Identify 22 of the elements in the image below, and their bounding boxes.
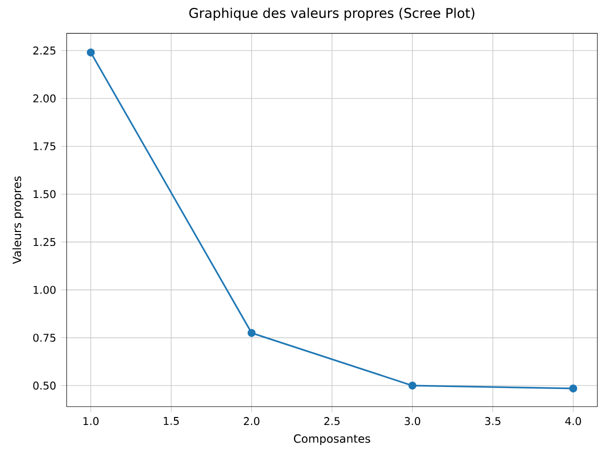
x-tick-label: 2.0 xyxy=(244,417,260,426)
y-tick-label: 1.00 xyxy=(34,286,56,294)
y-tick-label: 1.50 xyxy=(34,190,56,198)
point xyxy=(569,384,578,392)
x-tick-label: 2.5 xyxy=(324,417,340,426)
y-tick-label: 0.50 xyxy=(33,382,56,390)
chart-title: Graphique des valeurs propres (Scree Plot) xyxy=(189,8,474,21)
x-tick-label: 1.0 xyxy=(83,417,99,426)
x-tick-label: 1.5 xyxy=(164,417,179,425)
x-axis-title: Composantes xyxy=(294,434,370,446)
y-tick-label: 0.75 xyxy=(33,334,56,342)
point xyxy=(248,328,256,337)
y-tick-label: 2.00 xyxy=(33,94,56,102)
x-tick-label: 3.0 xyxy=(404,417,420,426)
y-tick-label: 1.75 xyxy=(34,142,56,150)
y-tick-label: 1.25 xyxy=(34,238,56,246)
point xyxy=(86,48,95,56)
point xyxy=(408,382,416,390)
y-tick-label: 2.25 xyxy=(33,46,56,55)
y-axis-title: Valeurs propres xyxy=(12,176,24,264)
x-tick-label: 3.5 xyxy=(485,417,500,426)
x-tick-label: 4.0 xyxy=(565,417,581,426)
